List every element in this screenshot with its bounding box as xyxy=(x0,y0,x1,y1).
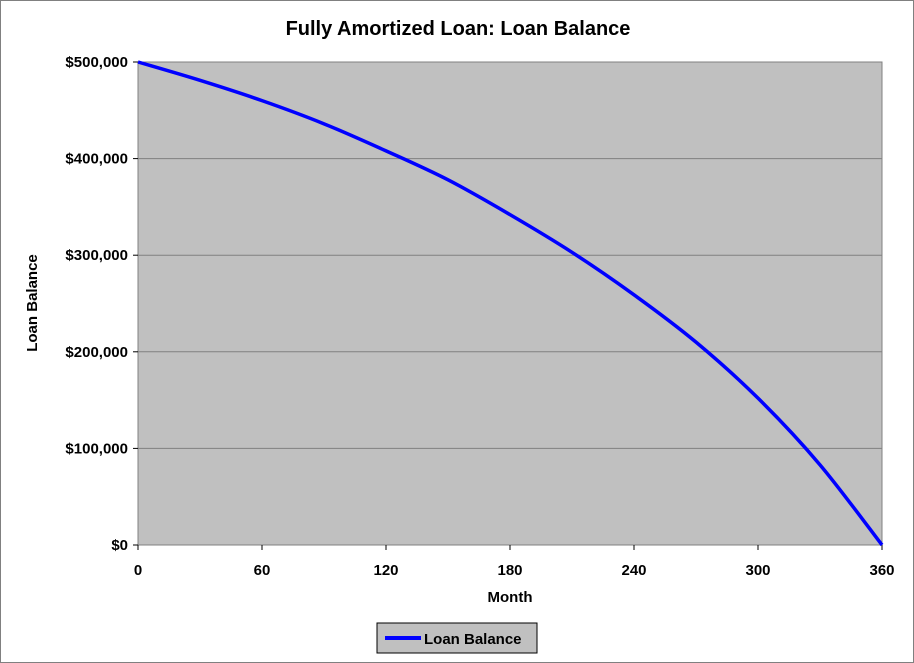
series-line-loan-balance xyxy=(137,60,884,547)
chart-title: Fully Amortized Loan: Loan Balance xyxy=(286,18,631,40)
x-axis-label: Month xyxy=(488,589,533,606)
legend-box xyxy=(376,622,538,654)
x-tick-label: 360 xyxy=(869,562,894,579)
y-tick-label: $200,000 xyxy=(65,344,128,361)
legend-label-loan-balance: Loan Balance xyxy=(424,631,522,648)
x-tick-label: 0 xyxy=(134,562,142,579)
y-tick-label: $0 xyxy=(111,537,128,554)
grid-lines xyxy=(138,158,882,449)
y-axis-label: Loan Balance xyxy=(24,254,41,352)
x-tick-label: 240 xyxy=(621,562,646,579)
y-tick-label: $100,000 xyxy=(65,440,128,457)
x-tick-label: 180 xyxy=(497,562,522,579)
x-tick-label: 120 xyxy=(373,562,398,579)
x-axis-ticks: 0 60 120 180 240 300 360 xyxy=(134,545,895,579)
x-tick-label: 60 xyxy=(254,562,271,579)
series-layer xyxy=(137,60,884,547)
y-tick-label: $500,000 xyxy=(65,54,128,71)
y-axis-ticks: $0 $100,000 $200,000 $300,000 $400,000 $500,0… xyxy=(65,54,138,554)
plot-area xyxy=(137,61,883,546)
legend: Loan Balance xyxy=(376,622,538,654)
y-tick-label: $300,000 xyxy=(65,247,128,264)
y-tick-label: $400,000 xyxy=(65,151,128,168)
x-tick-label: 300 xyxy=(745,562,770,579)
